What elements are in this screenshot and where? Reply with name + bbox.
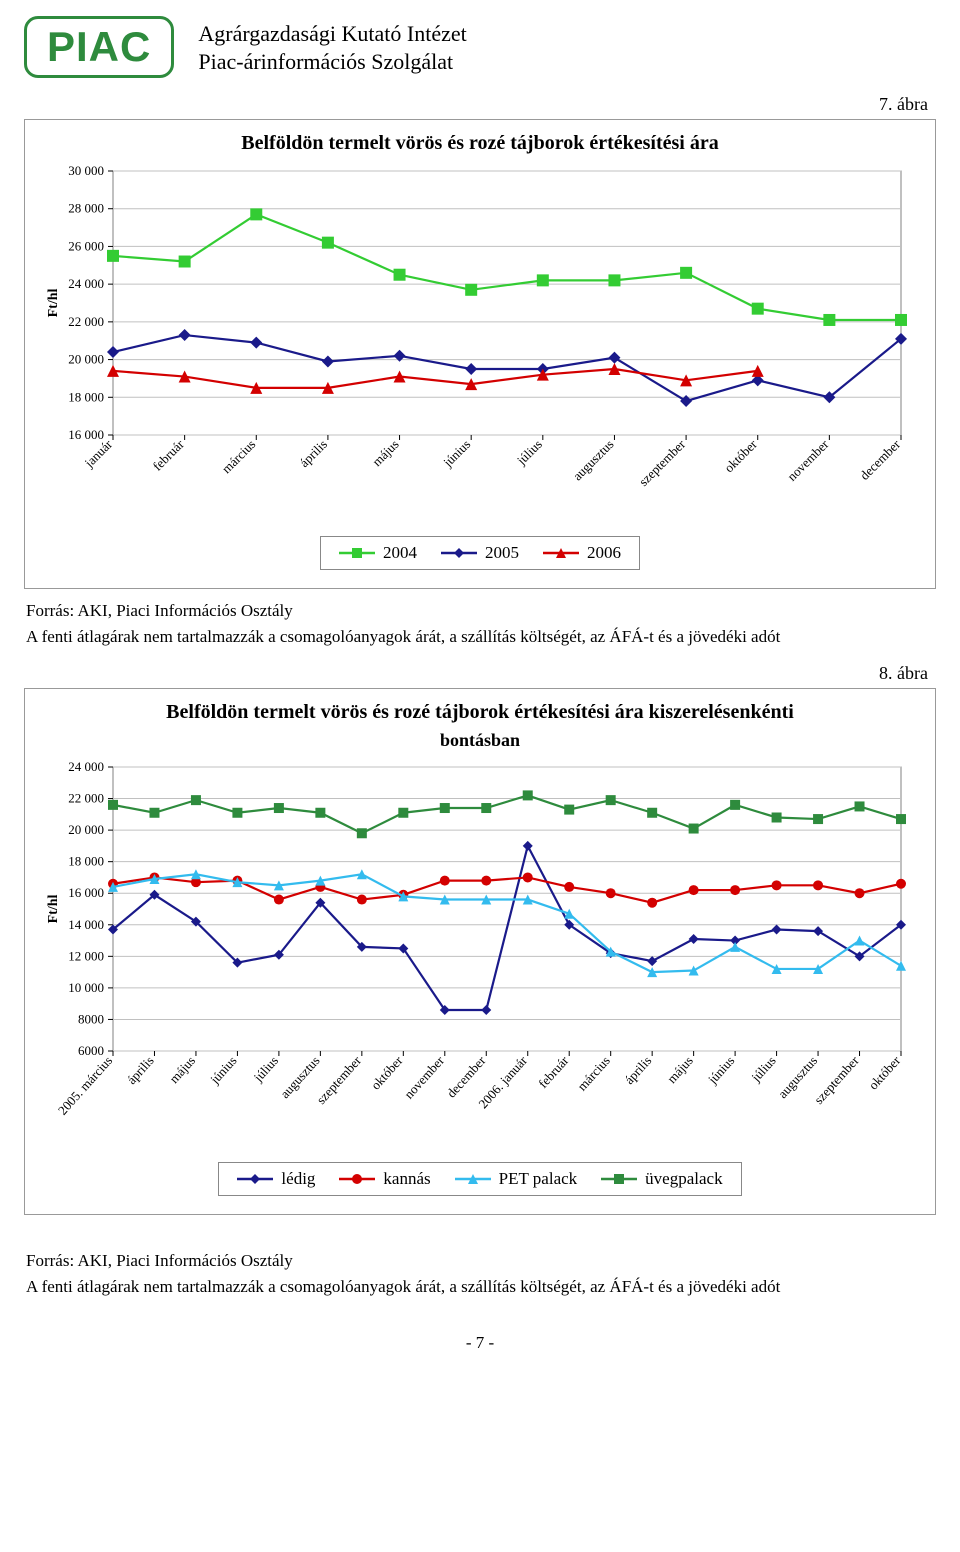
svg-text:28 000: 28 000 bbox=[68, 201, 104, 216]
svg-text:június: június bbox=[207, 1053, 240, 1087]
svg-text:november: november bbox=[784, 436, 832, 484]
chart-8-legend: lédig kannás PET palack üvegpalack bbox=[218, 1162, 741, 1196]
svg-text:július: július bbox=[513, 437, 545, 469]
figure-8-note: A fenti átlagárak nem tartalmazzák a cso… bbox=[26, 1277, 936, 1297]
svg-text:április: április bbox=[124, 1053, 157, 1087]
svg-text:22 000: 22 000 bbox=[68, 791, 104, 806]
figure-8-source: Forrás: AKI, Piaci Információs Osztály bbox=[26, 1251, 936, 1271]
legend-item: 2006 bbox=[543, 543, 621, 563]
svg-text:22 000: 22 000 bbox=[68, 314, 104, 329]
svg-text:március: március bbox=[219, 437, 259, 477]
page-number: - 7 - bbox=[24, 1333, 936, 1353]
svg-text:június: június bbox=[440, 437, 474, 471]
svg-text:december: december bbox=[857, 436, 904, 483]
institution-block: Agrárgazdasági Kutató Intézet Piac-árinf… bbox=[198, 20, 466, 75]
piac-badge: PIAC bbox=[24, 16, 174, 78]
svg-text:18 000: 18 000 bbox=[68, 389, 104, 404]
figure-8-title: Belföldön termelt vörös és rozé tájborok… bbox=[41, 701, 919, 724]
figure-7-note: A fenti átlagárak nem tartalmazzák a cso… bbox=[26, 627, 936, 647]
figure-8-frame: Belföldön termelt vörös és rozé tájborok… bbox=[24, 688, 936, 1215]
svg-text:24 000: 24 000 bbox=[68, 759, 104, 774]
chart-7-legend: 2004 2005 2006 bbox=[320, 536, 640, 570]
svg-text:16 000: 16 000 bbox=[68, 427, 104, 442]
svg-text:május: május bbox=[664, 1053, 696, 1086]
svg-text:14 000: 14 000 bbox=[68, 917, 104, 932]
svg-text:július: július bbox=[748, 1053, 779, 1085]
svg-text:szeptember: szeptember bbox=[636, 436, 689, 489]
svg-text:október: október bbox=[721, 436, 760, 475]
legend-item: PET palack bbox=[455, 1169, 578, 1189]
svg-text:24 000: 24 000 bbox=[68, 276, 104, 291]
svg-text:szeptember: szeptember bbox=[811, 1052, 862, 1107]
legend-item: kannás bbox=[339, 1169, 430, 1189]
figure-8-label: 8. ábra bbox=[24, 663, 928, 684]
figure-7-source: Forrás: AKI, Piaci Információs Osztály bbox=[26, 601, 936, 621]
svg-text:Ft/hl: Ft/hl bbox=[46, 895, 61, 924]
svg-text:május: május bbox=[369, 437, 402, 470]
figure-7-title: Belföldön termelt vörös és rozé tájborok… bbox=[41, 132, 919, 155]
page-header: PIAC Agrárgazdasági Kutató Intézet Piac-… bbox=[24, 16, 936, 78]
institution-line2: Piac-árinformációs Szolgálat bbox=[198, 48, 466, 76]
legend-item: 2005 bbox=[441, 543, 519, 563]
svg-text:20 000: 20 000 bbox=[68, 822, 104, 837]
svg-text:november: november bbox=[401, 1052, 447, 1101]
svg-text:10 000: 10 000 bbox=[68, 980, 104, 995]
svg-text:20 000: 20 000 bbox=[68, 352, 104, 367]
svg-text:február: február bbox=[535, 1052, 572, 1090]
figure-7-frame: Belföldön termelt vörös és rozé tájborok… bbox=[24, 119, 936, 589]
figure-7-label: 7. ábra bbox=[24, 94, 928, 115]
svg-text:október: október bbox=[866, 1052, 904, 1092]
svg-text:március: március bbox=[574, 1053, 613, 1094]
svg-text:6000: 6000 bbox=[78, 1043, 104, 1058]
svg-text:16 000: 16 000 bbox=[68, 885, 104, 900]
legend-item: lédig bbox=[237, 1169, 315, 1189]
svg-text:május: május bbox=[166, 1053, 198, 1086]
svg-text:2005. március: 2005. március bbox=[55, 1053, 115, 1118]
chart-7: 16 000 18 000 20 000 22 000 24 000 26 000 28 0… bbox=[41, 161, 921, 521]
legend-item: üvegpalack bbox=[601, 1169, 722, 1189]
institution-line1: Agrárgazdasági Kutató Intézet bbox=[198, 20, 466, 48]
svg-text:június: június bbox=[704, 1053, 737, 1087]
svg-text:augusztus: augusztus bbox=[570, 437, 617, 484]
svg-text:július: július bbox=[250, 1053, 281, 1085]
figure-8-subtitle: bontásban bbox=[41, 730, 919, 751]
svg-text:8000: 8000 bbox=[78, 1011, 104, 1026]
svg-text:12 000: 12 000 bbox=[68, 948, 104, 963]
legend-item: 2004 bbox=[339, 543, 417, 563]
svg-text:30 000: 30 000 bbox=[68, 163, 104, 178]
svg-text:október: október bbox=[368, 1052, 406, 1092]
svg-text:április: április bbox=[296, 437, 330, 471]
svg-text:április: április bbox=[621, 1053, 654, 1087]
svg-text:26 000: 26 000 bbox=[68, 238, 104, 253]
svg-text:18 000: 18 000 bbox=[68, 854, 104, 869]
chart-8: 6000 8000 10 000 12 000 14 000 16 000 18 000 20… bbox=[41, 757, 921, 1147]
svg-text:február: február bbox=[150, 436, 188, 474]
svg-text:szeptember: szeptember bbox=[313, 1052, 364, 1107]
svg-text:Ft/hl: Ft/hl bbox=[46, 289, 61, 318]
